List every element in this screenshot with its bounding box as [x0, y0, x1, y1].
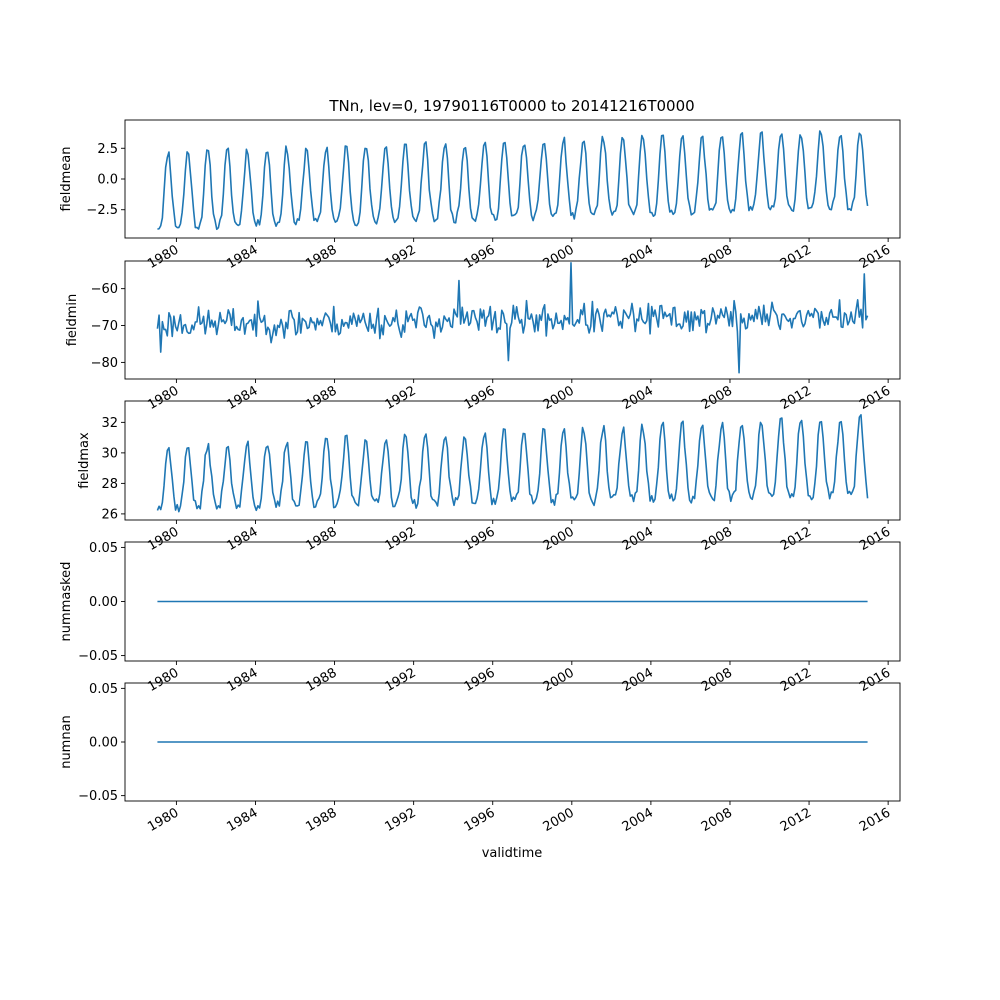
y-tick-label: 0.0 [97, 173, 118, 188]
x-tick-label: 1996 [462, 242, 498, 272]
y-tick-label: 28 [101, 477, 118, 492]
subplot-numnan: −0.05 0.00 0.05 numnan 1980 1984 1988 1992 1996 2… [59, 682, 901, 835]
x-tick-label: 2012 [778, 383, 814, 413]
x-tick-label: 1984 [224, 383, 260, 413]
x-tick-label: 2000 [541, 524, 577, 554]
x-tick-label: 1984 [224, 665, 260, 695]
y-tick-label: −70 [91, 319, 118, 334]
y-tick-label: 2.5 [97, 142, 118, 157]
x-tick-label: 1992 [382, 383, 418, 413]
x-tick-label: 1996 [462, 805, 498, 835]
x-tick-label: 1980 [145, 242, 181, 272]
x-tick-label: 1988 [303, 665, 339, 695]
x-tick-label: 2008 [699, 524, 735, 554]
y-tick-label: 0.05 [89, 541, 118, 556]
x-tick-label: 2004 [620, 805, 656, 835]
x-tick-label: 1980 [145, 665, 181, 695]
y-axis-label: numnan [59, 715, 74, 769]
x-tick-label: 1984 [224, 524, 260, 554]
y-tick-label: 30 [101, 446, 118, 461]
x-tick-label: 1980 [145, 383, 181, 413]
subplot-fieldmin: −80 −70 −60 fieldmin 1980 1984 1988 1992 1996 200… [65, 260, 901, 413]
x-tick-label: 2016 [857, 242, 893, 272]
x-tick-label: 2000 [541, 383, 577, 413]
y-tick-label: −60 [91, 282, 118, 297]
y-tick-label: 32 [101, 416, 118, 431]
x-tick-label: 2012 [778, 805, 814, 835]
chart-title: TNn, lev=0, 19790116T0000 to 20141216T00… [328, 97, 694, 115]
series-line-fieldmin [156, 262, 869, 374]
x-tick-label: 1992 [382, 524, 418, 554]
y-tick-label: −80 [91, 356, 118, 371]
x-tick-label: 1992 [382, 242, 418, 272]
y-axis-label: fieldmean [59, 147, 74, 212]
y-tick-label: −0.05 [78, 649, 118, 664]
x-tick-label: 1996 [462, 524, 498, 554]
y-axis-label: fieldmin [65, 294, 80, 347]
x-tick-label: 1996 [462, 665, 498, 695]
y-axis-label: nummasked [59, 562, 74, 642]
x-tick-label: 2016 [857, 665, 893, 695]
x-tick-label: 2008 [699, 665, 735, 695]
x-axis-label: validtime [482, 846, 543, 861]
x-tick-label: 2008 [699, 242, 735, 272]
axes-frame [124, 119, 901, 239]
y-axis-label: fieldmax [77, 432, 92, 489]
x-tick-label: 1984 [224, 242, 260, 272]
x-tick-label: 2004 [620, 524, 656, 554]
y-tick-label: 0.00 [89, 595, 118, 610]
x-tick-label: 2012 [778, 665, 814, 695]
axes-frame [124, 400, 901, 521]
y-tick-label: 0.05 [89, 682, 118, 697]
y-tick-label: 26 [101, 507, 118, 522]
x-tick-label: 2004 [620, 665, 656, 695]
axes-frame [124, 260, 901, 380]
y-tick-label: −0.05 [78, 789, 118, 804]
x-tick-label: 1984 [224, 805, 260, 835]
x-tick-label: 2016 [857, 524, 893, 554]
series-line-fieldmean [157, 130, 869, 231]
subplot-fieldmean: −2.5 0.0 2.5 fieldmean 1980 1984 1988 1992 1996 2… [59, 119, 901, 272]
x-tick-label: 1996 [462, 383, 498, 413]
x-tick-label: 1992 [382, 805, 418, 835]
subplot-nummasked: −0.05 0.00 0.05 nummasked 1980 1984 1988 1992 19… [59, 541, 901, 695]
x-tick-label: 1980 [145, 524, 181, 554]
x-tick-label: 2004 [620, 242, 656, 272]
x-tick-label: 1988 [303, 524, 339, 554]
x-tick-label: 1988 [303, 242, 339, 272]
y-tick-label: −2.5 [86, 203, 118, 218]
x-tick-label: 2012 [778, 524, 814, 554]
subplot-fieldmax: 26 28 30 32 fieldmax 1980 1984 1988 1992 1996 2000… [77, 400, 901, 554]
x-tick-label: 2004 [620, 383, 656, 413]
series-line-fieldmax [156, 414, 869, 513]
x-tick-label: 1988 [303, 805, 339, 835]
x-tick-label: 2008 [699, 805, 735, 835]
x-tick-label: 2016 [857, 383, 893, 413]
x-tick-label: 1988 [303, 383, 339, 413]
x-tick-label: 1992 [382, 665, 418, 695]
x-tick-label: 2012 [778, 242, 814, 272]
x-tick-label: 2000 [541, 665, 577, 695]
x-tick-label: 2008 [699, 383, 735, 413]
x-tick-label: 2000 [541, 805, 577, 835]
x-tick-label: 1980 [145, 805, 181, 835]
y-tick-label: 0.00 [89, 736, 118, 751]
x-tick-label: 2016 [857, 805, 893, 835]
